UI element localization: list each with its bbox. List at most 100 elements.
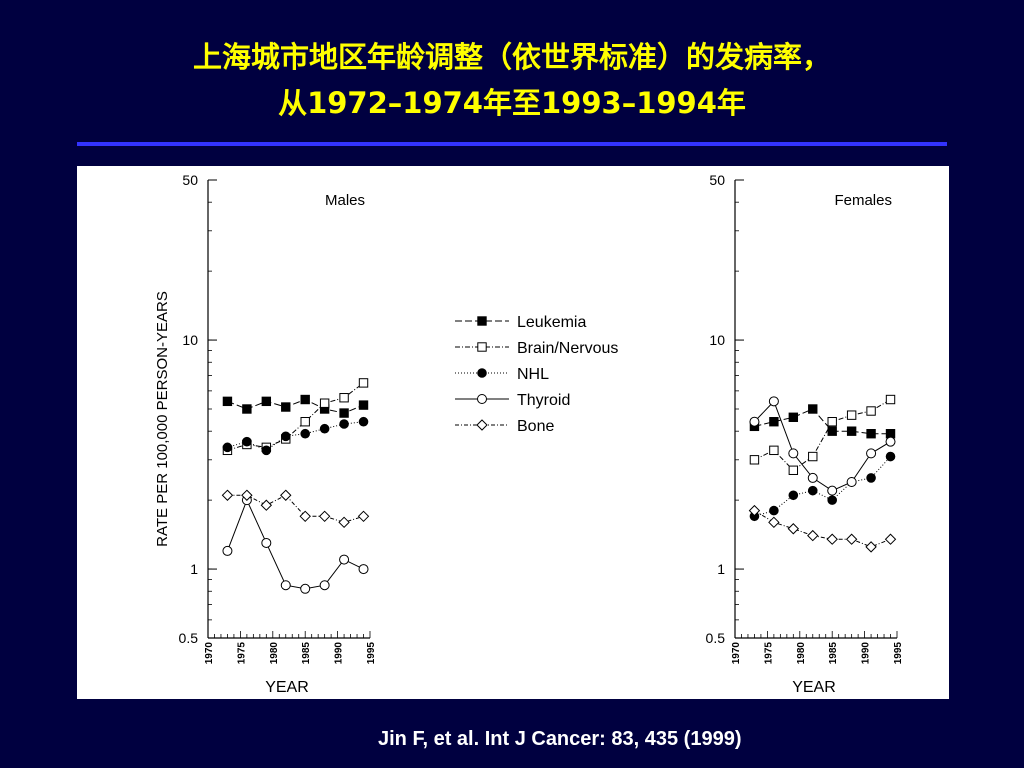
legend-marker xyxy=(476,419,488,431)
y-tick-label: 10 xyxy=(709,332,725,348)
series-bone xyxy=(748,504,897,553)
legend-label: Thyroid xyxy=(517,392,570,409)
data-point xyxy=(261,537,272,548)
data-point xyxy=(885,436,896,447)
data-point xyxy=(807,485,818,496)
citation: Jin F, et al. Int J Cancer: 83, 435 (199… xyxy=(378,728,742,750)
title-divider xyxy=(77,142,947,146)
data-point xyxy=(866,406,876,416)
series-thyroid xyxy=(222,495,369,594)
data-point xyxy=(846,410,857,420)
y-tick-label: 0.5 xyxy=(706,630,726,646)
data-point xyxy=(808,404,818,414)
x-tick-label: 1975 xyxy=(236,642,247,665)
x-tick-label: 1975 xyxy=(763,642,774,665)
legend: Leukemia Brain/Nervous NHL Thyroid Bone xyxy=(455,314,618,435)
y-tick-label: 50 xyxy=(182,172,198,188)
data-point xyxy=(242,436,252,447)
data-point xyxy=(788,465,799,475)
x-axis-title: YEAR xyxy=(265,679,309,696)
data-point xyxy=(846,476,857,487)
legend-marker xyxy=(477,342,487,352)
data-point xyxy=(222,396,233,407)
data-point xyxy=(339,419,349,429)
series-nhl xyxy=(749,451,896,522)
x-tick-label: 1990 xyxy=(861,642,872,665)
data-point xyxy=(241,489,253,501)
data-point xyxy=(769,417,779,427)
x-tick-label: 1980 xyxy=(796,642,807,665)
x-tick-label: 1985 xyxy=(828,642,839,665)
data-point xyxy=(339,554,350,565)
series-nhl xyxy=(222,416,369,456)
data-point xyxy=(807,529,819,542)
data-point xyxy=(358,400,369,410)
data-point xyxy=(846,426,857,436)
y-tick-label: 10 xyxy=(182,332,198,348)
data-point xyxy=(261,445,272,456)
legend-marker xyxy=(477,394,487,404)
data-point xyxy=(885,451,896,462)
legend-label: NHL xyxy=(517,366,549,383)
data-point xyxy=(319,423,330,434)
data-point xyxy=(885,429,896,439)
legend-marker xyxy=(477,368,487,378)
data-point xyxy=(300,394,310,405)
series-line xyxy=(754,400,891,492)
y-axis-title: RATE PER 100,000 PERSON-YEARS xyxy=(154,291,171,547)
incidence-figure: 0.5 1 10 50 1970 1975 1980 1985 1990 1995 YEAR Male… xyxy=(154,172,904,696)
data-point xyxy=(280,580,291,591)
data-point xyxy=(788,448,799,459)
data-point xyxy=(300,417,310,427)
title-line-1: 上海城市地区年龄调整（依世界标准）的发病率， xyxy=(192,40,831,74)
data-point xyxy=(260,499,273,511)
data-point xyxy=(769,505,779,516)
data-point xyxy=(261,396,272,407)
x-tick-label: 1970 xyxy=(204,642,215,665)
y-tick-label: 1 xyxy=(717,561,725,577)
series-line xyxy=(227,421,364,451)
data-point xyxy=(866,429,876,439)
data-point xyxy=(827,417,837,427)
data-point xyxy=(885,394,896,405)
data-point xyxy=(769,445,779,456)
data-point xyxy=(299,510,311,522)
x-tick-label: 1985 xyxy=(301,642,312,665)
y-tick-label: 1 xyxy=(190,561,198,577)
data-point xyxy=(827,495,838,505)
panel-label: Males xyxy=(325,192,365,209)
data-point xyxy=(845,533,858,545)
series-brain-nervous xyxy=(749,394,896,475)
series-line xyxy=(226,498,364,590)
series-leukemia xyxy=(222,394,369,418)
x-tick-label: 1995 xyxy=(366,642,377,665)
data-point xyxy=(222,545,233,556)
data-point xyxy=(807,472,818,483)
data-point xyxy=(280,489,292,501)
series-thyroid xyxy=(749,396,896,496)
data-point xyxy=(280,431,291,442)
data-point xyxy=(749,416,760,427)
data-point xyxy=(318,510,331,522)
data-point xyxy=(748,504,761,517)
chart-males: 0.5 1 10 50 1970 1975 1980 1985 1990 1995 YEAR Male… xyxy=(154,172,377,696)
data-point xyxy=(826,533,838,545)
legend-label: Bone xyxy=(517,418,554,435)
data-point xyxy=(319,398,330,408)
data-point xyxy=(866,473,876,483)
data-point xyxy=(319,580,330,591)
x-tick-label: 1970 xyxy=(731,642,742,665)
data-point xyxy=(242,404,252,414)
x-tick-label: 1995 xyxy=(893,642,904,665)
data-point xyxy=(357,510,370,522)
data-point xyxy=(300,583,311,594)
data-point xyxy=(865,541,877,553)
x-tick-label: 1980 xyxy=(269,642,280,665)
y-tick-label: 50 xyxy=(709,172,725,188)
data-point xyxy=(788,412,799,422)
data-point xyxy=(339,408,349,418)
series-bone xyxy=(221,489,370,529)
data-point xyxy=(358,378,369,388)
series-line xyxy=(754,510,891,548)
data-point xyxy=(768,516,780,529)
